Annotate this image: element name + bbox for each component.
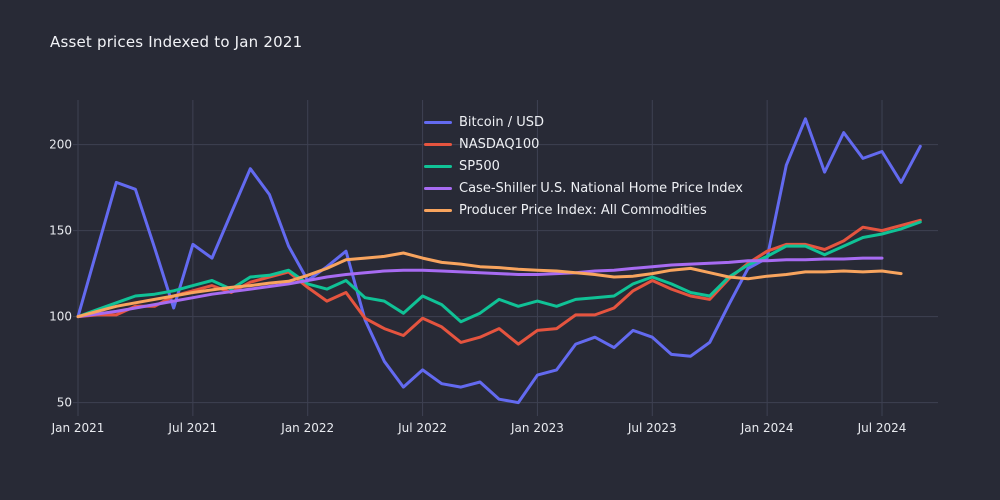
legend-item-sp500[interactable]: SP500: [424, 155, 743, 177]
series-line-sp500: [76, 220, 922, 324]
legend-label: NASDAQ100: [459, 136, 540, 152]
y-axis-tick-label: 200: [49, 138, 72, 152]
legend-item-case-shiller-u-s-national-home-price-index[interactable]: Case-Shiller U.S. National Home Price In…: [424, 177, 743, 199]
x-axis-tick-label: Jul 2021: [167, 421, 217, 435]
x-axis-tick-label: Jul 2024: [857, 421, 907, 435]
legend-label: Producer Price Index: All Commodities: [459, 202, 707, 218]
x-axis-tick-label: Jul 2022: [397, 421, 447, 435]
legend-item-nasdaq100[interactable]: NASDAQ100: [424, 133, 743, 155]
x-axis-tick-label: Jan 2023: [510, 421, 564, 435]
legend-label: Bitcoin / USD: [459, 114, 545, 130]
x-axis-tick-label: Jan 2024: [740, 421, 794, 435]
legend-item-bitcoin-usd[interactable]: Bitcoin / USD: [424, 111, 743, 133]
legend-line-swatch: [424, 164, 452, 168]
y-axis-tick-label: 100: [49, 310, 72, 324]
legend-line-swatch: [424, 186, 452, 190]
y-axis-tick-label: 50: [57, 396, 72, 410]
legend-line-swatch: [424, 142, 452, 146]
series-line-bitcoin-usd: [76, 117, 922, 405]
legend-line-swatch: [424, 120, 452, 124]
series-line-producer-price-index-all-commodities: [76, 251, 903, 319]
legend: Bitcoin / USD NASDAQ100 SP500 Case-Shiller …: [424, 111, 743, 221]
legend-item-producer-price-index-all-commodities[interactable]: Producer Price Index: All Commodities: [424, 199, 743, 221]
x-axis-tick-label: Jul 2023: [627, 421, 677, 435]
y-axis-tick-label: 150: [49, 224, 72, 238]
chart-title: Asset prices Indexed to Jan 2021: [50, 33, 303, 51]
legend-label: SP500: [459, 158, 500, 174]
x-axis-tick-label: Jan 2022: [280, 421, 334, 435]
x-axis-tick-label: Jan 2021: [51, 421, 105, 435]
legend-label: Case-Shiller U.S. National Home Price In…: [459, 180, 743, 196]
series-line-case-shiller-u-s-national-home-price-index: [76, 256, 884, 319]
legend-line-swatch: [424, 208, 452, 212]
